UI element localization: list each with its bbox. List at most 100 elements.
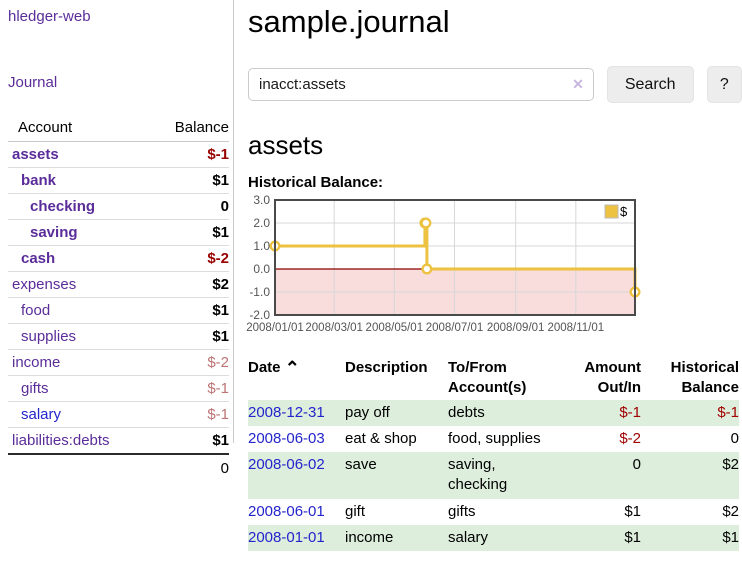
account-balance: $1 bbox=[212, 172, 229, 189]
page-title: sample.journal bbox=[248, 4, 450, 39]
accounts-header-account: Account bbox=[8, 115, 153, 142]
register-table: Date ⌃ Description To/From Account(s) Am… bbox=[248, 356, 739, 552]
transaction-description: eat & shop bbox=[345, 429, 417, 447]
y-tick-label: -2.0 bbox=[249, 308, 270, 322]
transaction-description: income bbox=[345, 528, 394, 546]
account-link[interactable]: salary bbox=[21, 406, 62, 423]
transaction-balance: $1 bbox=[722, 528, 739, 546]
account-link[interactable]: expenses bbox=[12, 276, 77, 293]
transaction-accounts: debts bbox=[448, 403, 485, 421]
register-row: 2008-06-01 gift gifts $1 $2 bbox=[248, 499, 739, 525]
account-link[interactable]: assets bbox=[12, 146, 59, 163]
account-balance: $2 bbox=[212, 276, 229, 293]
account-balance: $-2 bbox=[207, 250, 229, 267]
x-tick-label: 2008/11/01 bbox=[547, 322, 604, 334]
transaction-balance: 0 bbox=[730, 429, 739, 447]
data-point-marker[interactable] bbox=[420, 217, 432, 229]
chart-title: Historical Balance: bbox=[248, 174, 384, 191]
accounts-header-balance: Balance bbox=[152, 115, 229, 142]
transaction-amount: $1 bbox=[624, 502, 641, 520]
register-header-date[interactable]: Date ⌃ bbox=[248, 356, 345, 400]
account-link[interactable]: gifts bbox=[21, 380, 49, 397]
account-heading: assets bbox=[248, 130, 324, 160]
account-link[interactable]: income bbox=[12, 354, 61, 371]
account-link[interactable]: checking bbox=[30, 198, 96, 215]
x-tick-label: 2008/05/01 bbox=[366, 322, 424, 334]
account-balance: $1 bbox=[212, 432, 229, 449]
data-point-marker[interactable] bbox=[421, 263, 433, 275]
account-row: saving $1 bbox=[8, 219, 229, 246]
transaction-date-link[interactable]: 2008-06-02 bbox=[248, 456, 325, 474]
y-tick-label: 3.0 bbox=[253, 194, 270, 207]
y-tick-label: 0.0 bbox=[253, 262, 270, 276]
register-header-amount: Amount Out/In bbox=[584, 359, 641, 396]
account-balance: $-1 bbox=[207, 380, 229, 397]
register-header-date-label: Date bbox=[248, 359, 281, 376]
register-row: 2008-01-01 income salary $1 $1 bbox=[248, 524, 739, 552]
help-button[interactable]: ? bbox=[706, 66, 742, 103]
account-balance: $-1 bbox=[207, 146, 229, 163]
account-row: checking 0 bbox=[8, 193, 229, 220]
account-link[interactable]: saving bbox=[30, 224, 78, 241]
plot-border bbox=[274, 199, 636, 316]
transaction-date-link[interactable]: 2008-01-01 bbox=[248, 528, 325, 546]
account-row: expenses $2 bbox=[8, 271, 229, 298]
search-bar: ✕ Search ? bbox=[248, 66, 742, 103]
account-balance: $-2 bbox=[207, 354, 229, 371]
account-row: supplies $1 bbox=[8, 323, 229, 350]
search-box: ✕ bbox=[248, 68, 594, 101]
sidebar: hledger-web Journal Account Balance asse… bbox=[8, 8, 229, 482]
account-row: liabilities:debts $1 bbox=[8, 427, 229, 455]
search-button[interactable]: Search bbox=[606, 66, 694, 103]
accounts-total-row: 0 bbox=[8, 454, 229, 482]
app-title-link[interactable]: hledger-web bbox=[8, 8, 91, 25]
transaction-description: save bbox=[345, 456, 377, 474]
account-balance: $1 bbox=[212, 224, 229, 241]
transaction-description: gift bbox=[345, 502, 366, 520]
account-link[interactable]: cash bbox=[21, 250, 56, 267]
sort-asc-icon: ⌃ bbox=[284, 358, 300, 378]
account-balance: $1 bbox=[212, 302, 229, 319]
account-row: food $1 bbox=[8, 297, 229, 324]
account-link[interactable]: supplies bbox=[21, 328, 77, 345]
account-balance: $1 bbox=[212, 328, 229, 345]
x-tick-label: 2008/03/01 bbox=[305, 322, 363, 334]
account-rows: assets $-1 bank $1 checking 0 saving $1 cash $-2 e… bbox=[8, 141, 229, 455]
x-tick-label: 2008/07/01 bbox=[426, 322, 484, 334]
account-row: salary $-1 bbox=[8, 401, 229, 428]
account-row: assets $-1 bbox=[8, 141, 229, 168]
y-tick-label: 1.0 bbox=[253, 239, 270, 253]
transaction-accounts: gifts bbox=[448, 502, 476, 520]
account-row: income $-2 bbox=[8, 349, 229, 376]
account-link[interactable]: food bbox=[21, 302, 51, 319]
transaction-amount: $-2 bbox=[619, 429, 641, 447]
account-row: gifts $-1 bbox=[8, 375, 229, 402]
transaction-date-link[interactable]: 2008-12-31 bbox=[248, 403, 325, 421]
register-row: 2008-06-03 eat & shop food, supplies $-2 0 bbox=[248, 426, 739, 452]
transaction-amount: 0 bbox=[632, 456, 641, 474]
legend-label: $ bbox=[620, 204, 628, 219]
transaction-amount: $1 bbox=[624, 528, 641, 546]
account-balance: $-1 bbox=[207, 406, 229, 423]
transaction-accounts: salary bbox=[448, 528, 489, 546]
account-link[interactable]: liabilities:debts bbox=[12, 432, 110, 449]
account-balance: 0 bbox=[220, 198, 229, 215]
accounts-total-value: 0 bbox=[220, 460, 229, 477]
clear-search-icon[interactable]: ✕ bbox=[572, 76, 584, 92]
transaction-balance: $2 bbox=[722, 456, 739, 474]
legend-swatch bbox=[604, 204, 619, 219]
transaction-amount: $-1 bbox=[619, 403, 641, 421]
accounts-table: Account Balance assets $-1 bank $1 checking 0… bbox=[8, 115, 229, 482]
register-header-accounts: To/From Account(s) bbox=[448, 359, 527, 396]
transaction-date-link[interactable]: 2008-06-01 bbox=[248, 502, 325, 520]
sidebar-item-journal[interactable]: Journal bbox=[8, 74, 58, 91]
register-row: 2008-12-31 pay off debts $-1 $-1 bbox=[248, 399, 739, 426]
transaction-date-link[interactable]: 2008-06-03 bbox=[248, 429, 325, 447]
account-link[interactable]: bank bbox=[21, 172, 57, 189]
transaction-description: pay off bbox=[345, 403, 390, 421]
main-panel: sample.journal ✕ Search ? assets Histori… bbox=[244, 0, 742, 552]
search-input[interactable] bbox=[248, 68, 594, 101]
account-row: cash $-2 bbox=[8, 245, 229, 272]
transaction-balance: $2 bbox=[722, 502, 739, 520]
